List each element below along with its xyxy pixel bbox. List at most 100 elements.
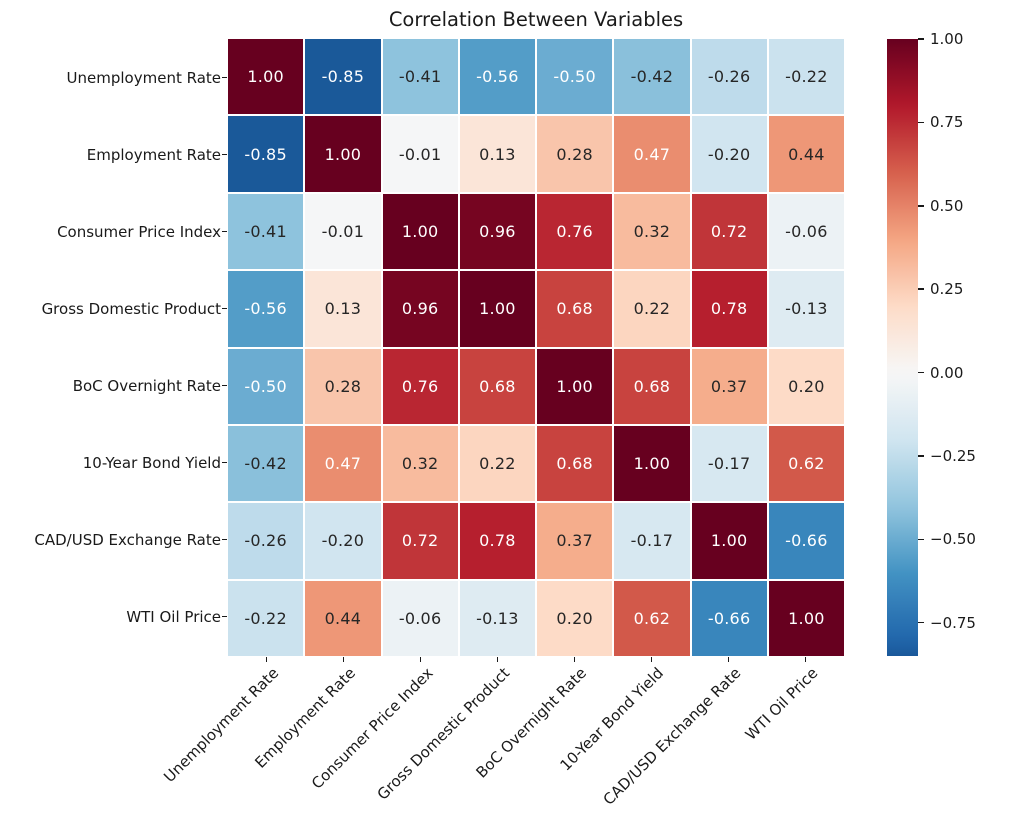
colorbar-tick	[918, 38, 924, 40]
cell-value: 0.62	[633, 608, 671, 628]
cell-value: -0.56	[244, 299, 287, 319]
cell-value: -0.42	[630, 67, 674, 87]
colorbar-tick	[918, 455, 924, 457]
colorbar-tick	[918, 621, 924, 624]
y-axis-label: Unemployment Rate	[66, 68, 221, 87]
y-axis-label: Gross Domestic Product	[41, 299, 221, 318]
heatmap-cell: 1.00	[614, 425, 690, 502]
colorbar-tick	[918, 205, 924, 207]
heatmap-cell: -0.50	[537, 39, 613, 115]
cell-value: -0.50	[244, 376, 287, 396]
cell-value: -0.13	[476, 608, 519, 628]
cell-value: 0.76	[401, 376, 439, 396]
chart-title: Correlation Between Variables	[388, 8, 684, 31]
heatmap-cell: -0.01	[305, 193, 381, 270]
cell-value: 0.96	[401, 299, 439, 319]
x-axis-tick	[419, 657, 422, 662]
heatmap-cell: 0.68	[537, 271, 613, 347]
cell-value: 0.76	[556, 221, 593, 241]
x-axis-tick	[573, 657, 576, 662]
cell-value: -0.56	[476, 67, 519, 87]
heatmap-cell: -0.20	[691, 116, 767, 192]
y-axis-label: 10-Year Bond Yield	[82, 453, 221, 472]
heatmap-cell: -0.85	[305, 39, 381, 115]
heatmap-cell: 0.78	[691, 271, 767, 347]
x-axis-tick	[496, 657, 499, 662]
heatmap-cell: -0.06	[768, 193, 844, 270]
cell-value: -0.42	[244, 454, 287, 474]
x-axis-tick	[265, 657, 268, 662]
heatmap-cell: 0.96	[382, 271, 458, 347]
heatmap-cell: 0.72	[382, 503, 458, 579]
cell-value: -0.50	[553, 67, 596, 87]
heatmap-cell: -0.66	[768, 503, 844, 579]
cell-value: 0.32	[401, 454, 439, 474]
heatmap-cell: 0.13	[459, 116, 535, 192]
heatmap-cell: 0.20	[537, 580, 613, 656]
cell-value: 0.28	[556, 144, 593, 164]
heatmap-cell: -0.56	[459, 39, 535, 115]
cell-value: -0.41	[244, 221, 287, 241]
heatmap-cell: 0.68	[459, 348, 535, 424]
colorbar-tick-label: 0.50	[930, 196, 964, 215]
colorbar-tick	[918, 288, 924, 290]
cell-value: 0.78	[710, 299, 748, 319]
y-axis-label: CAD/USD Exchange Rate	[34, 530, 221, 549]
cell-value: 0.68	[556, 454, 593, 474]
cell-value: -0.01	[398, 144, 442, 164]
heatmap-cell: -0.22	[768, 39, 844, 115]
heatmap-cell: 1.00	[228, 39, 304, 115]
y-axis-tick	[222, 615, 227, 618]
heatmap-cell: 0.68	[537, 425, 613, 502]
cell-value: 0.32	[633, 221, 671, 241]
heatmap-cell: 0.20	[768, 348, 844, 424]
heatmap-cell: -0.66	[691, 580, 767, 656]
heatmap-cell: 0.28	[537, 116, 613, 192]
heatmap-cell: -0.85	[228, 116, 304, 192]
cell-value: 0.47	[324, 454, 362, 474]
cell-value: -0.06	[398, 608, 442, 628]
cell-value: 0.20	[556, 608, 593, 628]
heatmap-cell: 1.00	[382, 193, 458, 270]
cell-value: 0.22	[633, 299, 671, 319]
y-axis-tick	[222, 461, 227, 464]
cell-value: 0.68	[479, 376, 516, 396]
heatmap-cell: -0.42	[228, 425, 304, 502]
cell-value: -0.66	[785, 531, 828, 551]
cell-value: 1.00	[479, 299, 516, 319]
cell-value: -0.22	[244, 608, 287, 628]
cell-value: -0.20	[707, 144, 751, 164]
cell-value: 0.78	[479, 531, 516, 551]
colorbar-gradient	[887, 39, 918, 656]
cell-value: 1.00	[633, 454, 671, 474]
heatmap-cell: -0.06	[382, 580, 458, 656]
cell-value: -0.13	[785, 299, 828, 319]
colorbar-tick	[918, 371, 924, 374]
x-axis-label: CAD/USD Exchange Rate	[599, 664, 745, 809]
colorbar-tick-label: 0.25	[930, 280, 964, 299]
cell-value: -0.17	[707, 454, 751, 474]
cell-value: -0.41	[398, 67, 442, 87]
heatmap-cell: 0.13	[305, 271, 381, 347]
x-axis-label: Gross Domestic Product	[373, 664, 514, 804]
cell-value: 0.72	[401, 531, 439, 551]
cell-value: -0.01	[321, 221, 365, 241]
cell-value: 0.20	[788, 376, 825, 396]
heatmap-cell: 1.00	[768, 580, 844, 656]
cell-value: 0.13	[479, 144, 516, 164]
cell-value: -0.22	[785, 67, 828, 87]
colorbar-tick-label: −0.25	[930, 446, 976, 465]
heatmap-cell: 1.00	[537, 348, 613, 424]
heatmap-cell: 1.00	[305, 116, 381, 192]
heatmap-cell: 0.32	[614, 193, 690, 270]
heatmap-cell: -0.42	[614, 39, 690, 115]
heatmap-cell: 0.22	[614, 271, 690, 347]
x-axis-label: WTI Oil Price	[741, 664, 822, 744]
heatmap-grid: 1.00 -0.85 -0.41 -0.56 -0.50 -0.42 -0.26 -0.22 -…	[228, 39, 844, 656]
heatmap-cell: -0.20	[305, 503, 381, 579]
cell-value: -0.26	[707, 67, 751, 87]
y-axis-tick	[222, 230, 227, 233]
heatmap-cell: 0.96	[459, 193, 535, 270]
heatmap-cell: 0.78	[459, 503, 535, 579]
